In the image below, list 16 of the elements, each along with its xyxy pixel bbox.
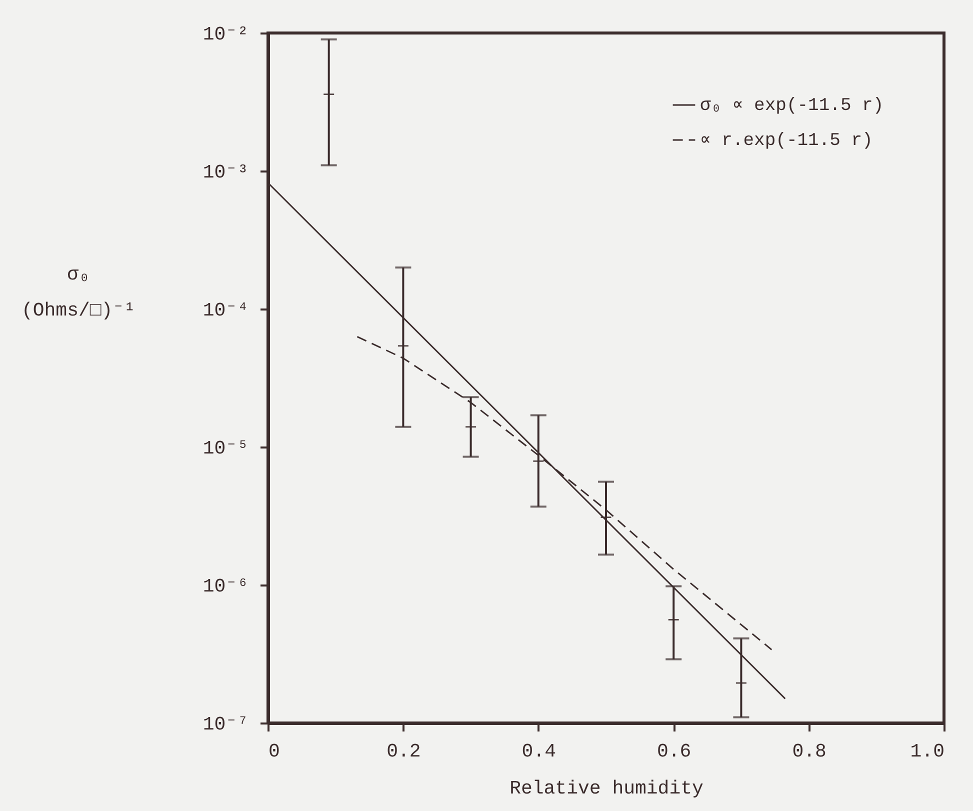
y-axis-title: σ₀ (Ohms/□)⁻¹ <box>21 264 136 322</box>
x-axis-title: Relative humidity <box>510 778 704 800</box>
x-tick-label: 0.2 <box>386 740 421 762</box>
y-tick-label: 10⁻⁴ <box>202 300 248 322</box>
legend-label: σ₀ ∝ exp(-11.5 r) <box>700 96 884 116</box>
y-tick-label: 10⁻² <box>202 24 248 46</box>
x-tick-label: 0.4 <box>522 740 556 762</box>
y-tick-label: 10⁻⁷ <box>202 714 248 736</box>
x-tick-label: 0 <box>268 740 280 762</box>
x-tick-label: 0.6 <box>656 740 692 762</box>
legend-label: ∝ r.exp(-11.5 r) <box>700 131 873 151</box>
y-tick-label: 10⁻⁵ <box>202 438 248 460</box>
y-tick-label: 10⁻³ <box>202 162 248 184</box>
x-tick-label: 0.8 <box>792 740 826 762</box>
x-tick-label: 1.0 <box>910 740 944 762</box>
y-tick-label: 10⁻⁶ <box>202 576 248 598</box>
